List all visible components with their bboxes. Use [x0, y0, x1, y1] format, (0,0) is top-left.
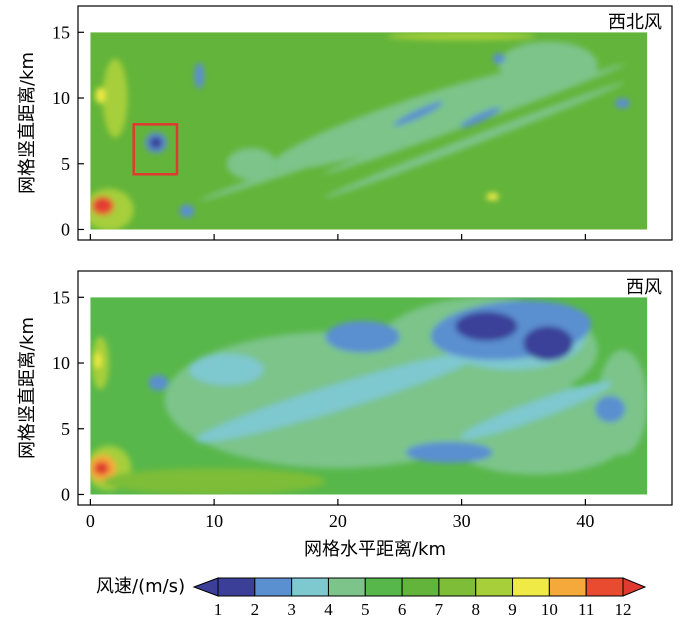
wind-speed-region	[226, 147, 276, 180]
wind-speed-region	[149, 136, 163, 149]
colorbar: 风速/(m/s)1 2 3 4 5 6 7 8 9 10 11 12	[96, 576, 647, 619]
wind-speed-region	[179, 204, 195, 218]
wind-speed-region	[595, 395, 625, 423]
y-axis-title: 网格竖直距离/km	[17, 52, 38, 194]
colorbar-segment	[438, 577, 477, 597]
wind-speed-region	[498, 41, 598, 89]
wind-speed-region	[615, 98, 630, 109]
wind-speed-region	[323, 82, 625, 198]
colorbar-segment	[217, 577, 256, 597]
y-tick-label: 0	[61, 484, 70, 504]
panel-label: 西风	[626, 277, 662, 298]
wind-speed-region	[199, 79, 551, 201]
wind-speed-region	[102, 58, 128, 138]
colorbar-segment	[254, 577, 293, 597]
colorbar-tick-label: 1	[214, 600, 223, 619]
wind-speed-region	[102, 468, 326, 495]
panel-label: 西北风	[608, 12, 662, 33]
wind-field	[90, 32, 648, 230]
y-tick-label: 5	[61, 419, 70, 439]
x-tick-label: 20	[329, 511, 347, 531]
colorbar-tick-label: 7	[435, 600, 444, 619]
wind-speed-region	[97, 199, 109, 210]
wind-speed-region	[94, 461, 109, 475]
y-tick-label: 15	[52, 22, 70, 42]
x-tick-label: 0	[86, 511, 95, 531]
colorbar-title: 风速/(m/s)	[96, 576, 185, 597]
colorbar-segment	[475, 577, 514, 597]
wind-speed-region	[486, 192, 499, 201]
axes-frame	[77, 5, 673, 241]
wind-speed-region	[148, 374, 169, 391]
highlight-box	[132, 123, 179, 176]
wind-speed-region	[189, 353, 264, 386]
wind-speed-region	[195, 352, 480, 443]
colorbar-segment	[327, 577, 366, 597]
y-axis-title: 网格竖直距离/km	[17, 317, 38, 459]
wind-speed-region	[460, 381, 612, 440]
colorbar-tick-label: 3	[287, 600, 296, 619]
axes-frame	[77, 270, 673, 506]
wind-speed-region	[95, 87, 106, 104]
colorbar-extend-low	[192, 577, 219, 597]
colorbar-segment	[291, 577, 329, 597]
y-tick-label: 10	[52, 88, 70, 108]
colorbar-segment	[548, 577, 587, 597]
wind-field	[90, 297, 648, 495]
colorbar-tick-label: 12	[615, 600, 632, 619]
wind-speed-region	[94, 352, 102, 369]
wind-speed-region	[393, 101, 444, 126]
colorbar-segment	[364, 577, 403, 597]
wind-speed-region	[405, 441, 493, 463]
field-features	[90, 297, 648, 495]
field-features	[90, 32, 630, 230]
y-tick-label: 10	[52, 353, 70, 373]
x-axis-title: 网格水平距离/km	[304, 539, 446, 560]
wind-speed-region	[325, 320, 400, 353]
wind-speed-region	[387, 32, 536, 41]
colorbar-tick-label: 5	[361, 600, 370, 619]
colorbar-segment	[401, 577, 440, 597]
y-tick-label: 0	[61, 219, 70, 239]
wind-speed-region	[459, 107, 501, 128]
colorbar-tick-label: 10	[541, 600, 558, 619]
colorbar-tick-label: 6	[398, 600, 407, 619]
wind-speed-region	[523, 326, 573, 361]
colorbar-segment	[585, 577, 624, 597]
colorbar-tick-label: 4	[324, 600, 333, 619]
wind-speed-region	[194, 62, 205, 89]
x-tick-label: 10	[205, 511, 223, 531]
x-tick-label: 30	[453, 511, 471, 531]
wind-speed-region	[492, 53, 505, 64]
colorbar-tick-label: 8	[471, 600, 480, 619]
colorbar-tick-label: 11	[578, 600, 594, 619]
wind-speed-region	[271, 62, 578, 171]
y-tick-label: 15	[52, 287, 70, 307]
colorbar-extend-high	[622, 577, 647, 597]
colorbar-tick-label: 2	[251, 600, 260, 619]
wind-speed-region	[455, 311, 518, 341]
colorbar-tick-label: 9	[508, 600, 517, 619]
x-tick-label: 40	[576, 511, 594, 531]
colorbar-segment	[512, 577, 550, 597]
y-tick-label: 5	[61, 154, 70, 174]
